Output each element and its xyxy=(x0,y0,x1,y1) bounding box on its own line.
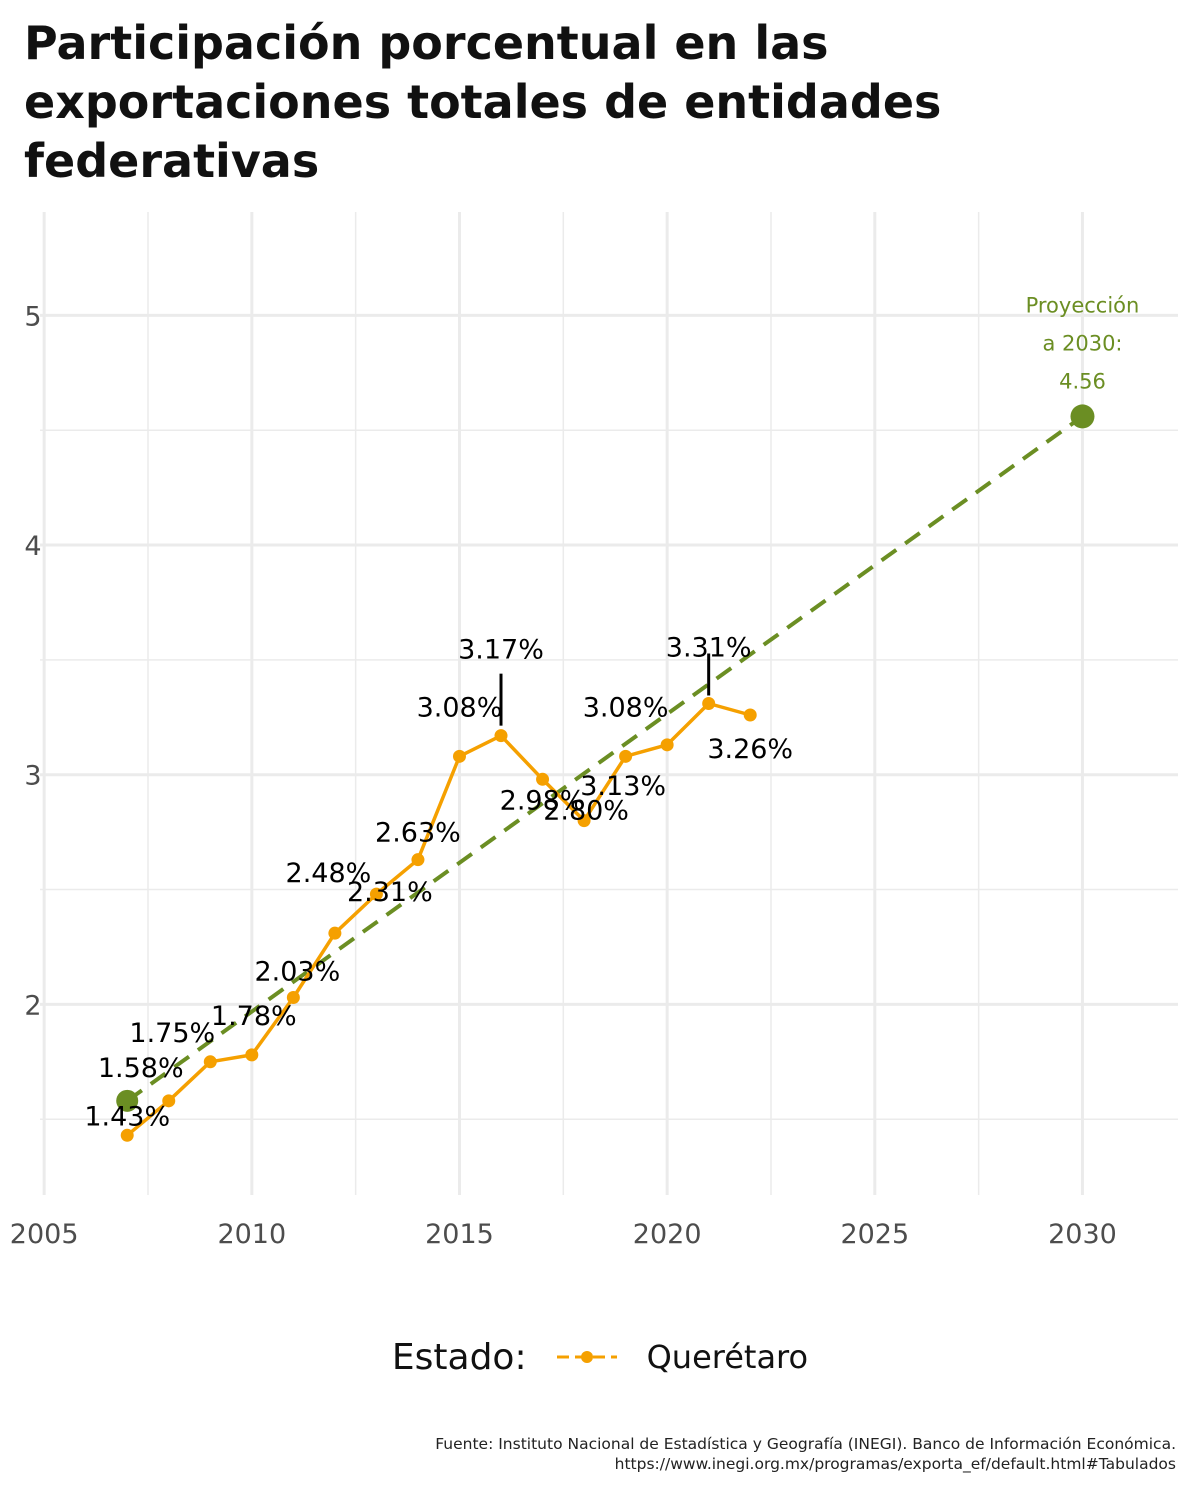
y-tick-label: 5 xyxy=(24,301,41,332)
data-label: 3.31% xyxy=(666,633,752,664)
projection-label: 4.56 xyxy=(1059,369,1106,393)
data-label: 2.48% xyxy=(286,858,372,889)
data-point xyxy=(536,772,550,786)
data-point xyxy=(245,1048,259,1062)
data-label: 1.78% xyxy=(211,1001,297,1032)
data-label: 3.26% xyxy=(707,734,793,765)
projection-line xyxy=(126,414,1084,1103)
data-point xyxy=(577,814,591,828)
legend: Estado: Querétaro xyxy=(0,1330,1200,1384)
source-caption: Fuente: Instituto Nacional de Estadístic… xyxy=(435,1434,1176,1474)
legend-key-queretaro xyxy=(556,1351,617,1363)
projection-label: Proyección xyxy=(1026,293,1140,317)
caption-source: Fuente: Instituto Nacional de Estadístic… xyxy=(435,1435,1176,1453)
data-label: 2.63% xyxy=(375,818,461,849)
x-tick-label: 2030 xyxy=(1048,1219,1117,1250)
caption-url: https://www.inegi.org.mx/programas/expor… xyxy=(614,1455,1176,1473)
data-point xyxy=(162,1094,176,1108)
x-tick-label: 2020 xyxy=(633,1219,702,1250)
data-point xyxy=(619,749,633,763)
projection-start-point xyxy=(116,1089,139,1112)
x-tick-label: 2005 xyxy=(10,1219,79,1250)
data-label: 3.08% xyxy=(583,692,669,723)
data-point xyxy=(452,749,466,763)
data-label: 1.58% xyxy=(98,1053,184,1084)
data-label: 3.17% xyxy=(458,635,544,666)
data-point xyxy=(203,1055,217,1069)
data-label: 2.98% xyxy=(500,785,586,816)
data-point xyxy=(328,926,342,940)
data-label: 2.03% xyxy=(254,956,340,987)
projection: Proyección a 2030: 4.56 xyxy=(116,293,1140,1112)
y-tick-label: 3 xyxy=(24,761,41,792)
data-labels: 1.43% 1.58% 1.75%1.78% 2.03% 2.31%2.48%2.63%… xyxy=(84,633,793,1133)
axis-ticks: 2005 2010 2015 2020 2025 2030 2 3 4 5 xyxy=(10,301,1117,1250)
series-queretaro xyxy=(120,697,757,1142)
data-point xyxy=(369,887,383,901)
data-label: 3.08% xyxy=(417,692,503,723)
data-point xyxy=(702,697,716,710)
data-label: 1.43% xyxy=(84,1101,170,1132)
x-tick-label: 2025 xyxy=(840,1219,909,1250)
data-point xyxy=(120,1128,134,1142)
data-label: 1.75% xyxy=(129,1018,215,1049)
data-point xyxy=(286,990,300,1004)
x-tick-label: 2010 xyxy=(217,1219,286,1250)
projection-label: a 2030: xyxy=(1042,331,1122,355)
data-label: 2.31% xyxy=(347,877,433,908)
y-tick-label: 4 xyxy=(24,531,41,562)
projection-end-point xyxy=(1070,404,1095,429)
legend-label-queretaro: Querétaro xyxy=(646,1338,809,1376)
data-label: 3.13% xyxy=(580,771,666,802)
legend-title: Estado: xyxy=(391,1336,527,1378)
line-chart: 2005 2010 2015 2020 2025 2030 2 3 4 5 Proyección a… xyxy=(10,212,1178,1250)
data-label: 2.80% xyxy=(543,796,629,827)
data-point xyxy=(660,738,674,752)
chart-title: Participación porcentual en las exportac… xyxy=(24,16,942,188)
data-point xyxy=(494,729,508,743)
x-tick-label: 2015 xyxy=(425,1219,494,1250)
data-point xyxy=(411,853,425,867)
series-line-queretaro xyxy=(126,701,751,1137)
grid xyxy=(40,212,1178,1195)
y-tick-label: 2 xyxy=(24,990,41,1021)
data-point xyxy=(743,708,757,722)
